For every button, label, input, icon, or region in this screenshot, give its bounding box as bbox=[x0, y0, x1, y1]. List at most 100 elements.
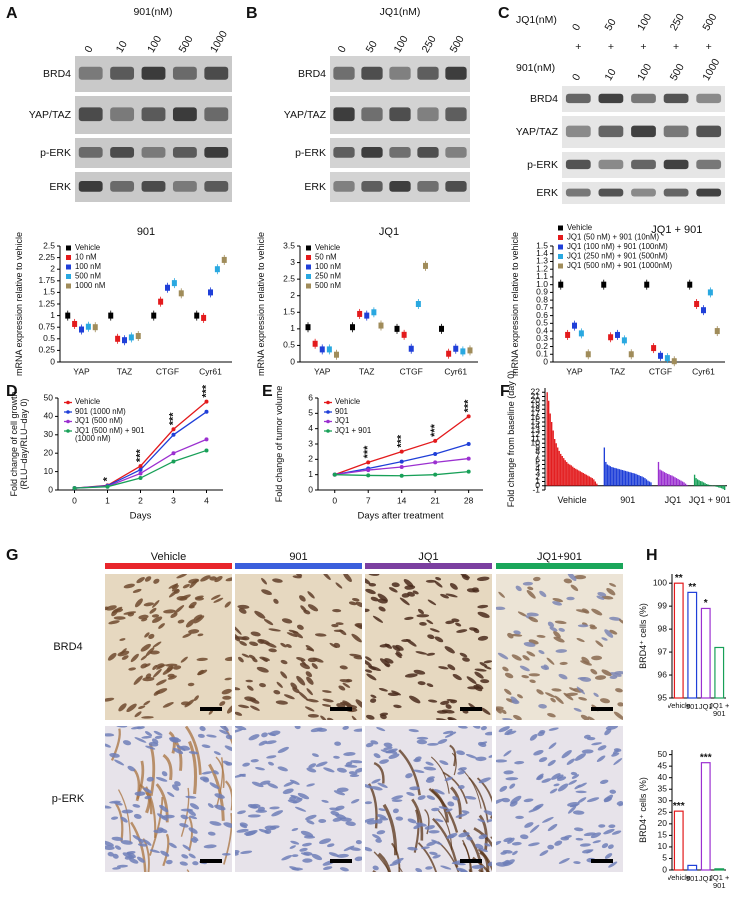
blot-band bbox=[333, 181, 355, 192]
y-tick-label: 15 bbox=[658, 830, 668, 840]
nucleus bbox=[511, 841, 522, 846]
bar bbox=[618, 469, 621, 486]
nucleus bbox=[299, 595, 306, 602]
nucleus bbox=[199, 726, 206, 732]
nucleus bbox=[444, 776, 453, 782]
nucleus bbox=[119, 638, 126, 641]
nucleus bbox=[573, 861, 581, 864]
point bbox=[171, 451, 176, 456]
nucleus bbox=[573, 827, 584, 832]
lane-label: 50 bbox=[603, 17, 619, 33]
blot-row-label: YAP/TAZ bbox=[284, 109, 327, 121]
point bbox=[138, 476, 143, 481]
nucleus bbox=[113, 616, 126, 620]
y-tick-label: 0.75 bbox=[38, 321, 55, 331]
nucleus bbox=[105, 840, 114, 847]
nucleus bbox=[501, 797, 511, 803]
blot-band bbox=[417, 147, 439, 158]
nucleus bbox=[235, 726, 247, 731]
nucleus bbox=[132, 834, 142, 841]
nucleus bbox=[538, 650, 545, 655]
dot-marker bbox=[357, 310, 363, 317]
point bbox=[466, 414, 471, 419]
nucleus bbox=[417, 681, 426, 686]
blot-band bbox=[696, 125, 722, 138]
nucleus bbox=[375, 838, 382, 843]
annotation: * bbox=[704, 598, 708, 609]
nucleus bbox=[200, 575, 211, 582]
x-tick-label: 0 bbox=[72, 495, 77, 505]
text-box: JQ1 (500 nM) + 901 (1000 nM) bbox=[75, 427, 145, 443]
label: mRNA expression relative to vehicle bbox=[256, 231, 267, 377]
nucleus bbox=[601, 595, 614, 600]
nucleus bbox=[219, 729, 230, 735]
column-bar bbox=[365, 563, 492, 569]
dot-marker bbox=[608, 334, 614, 341]
bar bbox=[673, 810, 684, 871]
nucleus bbox=[372, 615, 384, 623]
label: 901 bbox=[335, 407, 349, 416]
nucleus bbox=[353, 728, 362, 732]
nucleus bbox=[112, 867, 121, 870]
blot-header: JQ1(nM) bbox=[516, 14, 557, 26]
y-tick-label: 0 bbox=[48, 484, 53, 494]
label: 901 bbox=[620, 496, 636, 505]
nucleus bbox=[609, 675, 618, 680]
blot-row-label: ERK bbox=[536, 187, 558, 199]
nucleus bbox=[480, 726, 487, 731]
nucleus bbox=[285, 643, 292, 648]
nucleus bbox=[607, 844, 614, 850]
nucleus bbox=[132, 804, 141, 808]
nucleus bbox=[209, 821, 222, 826]
nucleus bbox=[509, 801, 518, 807]
nucleus bbox=[294, 806, 307, 812]
nucleus bbox=[315, 761, 328, 767]
nucleus bbox=[213, 751, 221, 756]
legend-point bbox=[326, 400, 330, 405]
nucleus bbox=[161, 771, 168, 777]
nucleus bbox=[351, 715, 358, 720]
y-tick-label: 5 bbox=[662, 853, 667, 863]
nucleus bbox=[196, 657, 208, 662]
blot-band bbox=[631, 159, 656, 170]
legend-swatch bbox=[66, 255, 71, 260]
bar bbox=[684, 483, 687, 486]
nucleus bbox=[339, 629, 347, 636]
y-tick-label: 4 bbox=[308, 423, 313, 433]
nucleus bbox=[282, 788, 294, 795]
blot-band bbox=[417, 66, 439, 80]
y-tick-label: 30 bbox=[658, 795, 668, 805]
nucleus bbox=[300, 830, 314, 838]
y-tick-label: 15 bbox=[531, 416, 541, 426]
nucleus bbox=[553, 630, 561, 639]
nucleus bbox=[391, 799, 403, 802]
nucleus bbox=[423, 766, 437, 771]
blot-band bbox=[141, 107, 166, 122]
y-tick-label: 1 bbox=[535, 476, 540, 486]
nucleus bbox=[596, 755, 606, 762]
nucleus bbox=[294, 574, 303, 577]
nucleus bbox=[171, 585, 179, 592]
nucleus bbox=[182, 583, 190, 589]
nucleus bbox=[383, 746, 393, 751]
dot-marker bbox=[178, 290, 184, 297]
nucleus bbox=[413, 824, 422, 830]
blot-row-label: BRD4 bbox=[43, 68, 71, 80]
column-bar bbox=[105, 563, 232, 569]
bar bbox=[584, 473, 586, 486]
point bbox=[399, 473, 404, 478]
nucleus bbox=[433, 789, 445, 795]
nucleus bbox=[134, 598, 143, 608]
nucleus bbox=[154, 735, 163, 739]
label: Vehicle bbox=[335, 398, 361, 406]
fiber bbox=[162, 833, 170, 867]
nucleus bbox=[504, 672, 514, 679]
blot-band bbox=[417, 107, 439, 122]
nucleus bbox=[283, 781, 295, 787]
nucleus bbox=[193, 614, 203, 621]
nucleus bbox=[412, 590, 419, 595]
nucleus bbox=[235, 852, 239, 856]
blot-band bbox=[631, 125, 656, 138]
nucleus bbox=[558, 857, 570, 864]
nucleus bbox=[165, 663, 178, 667]
